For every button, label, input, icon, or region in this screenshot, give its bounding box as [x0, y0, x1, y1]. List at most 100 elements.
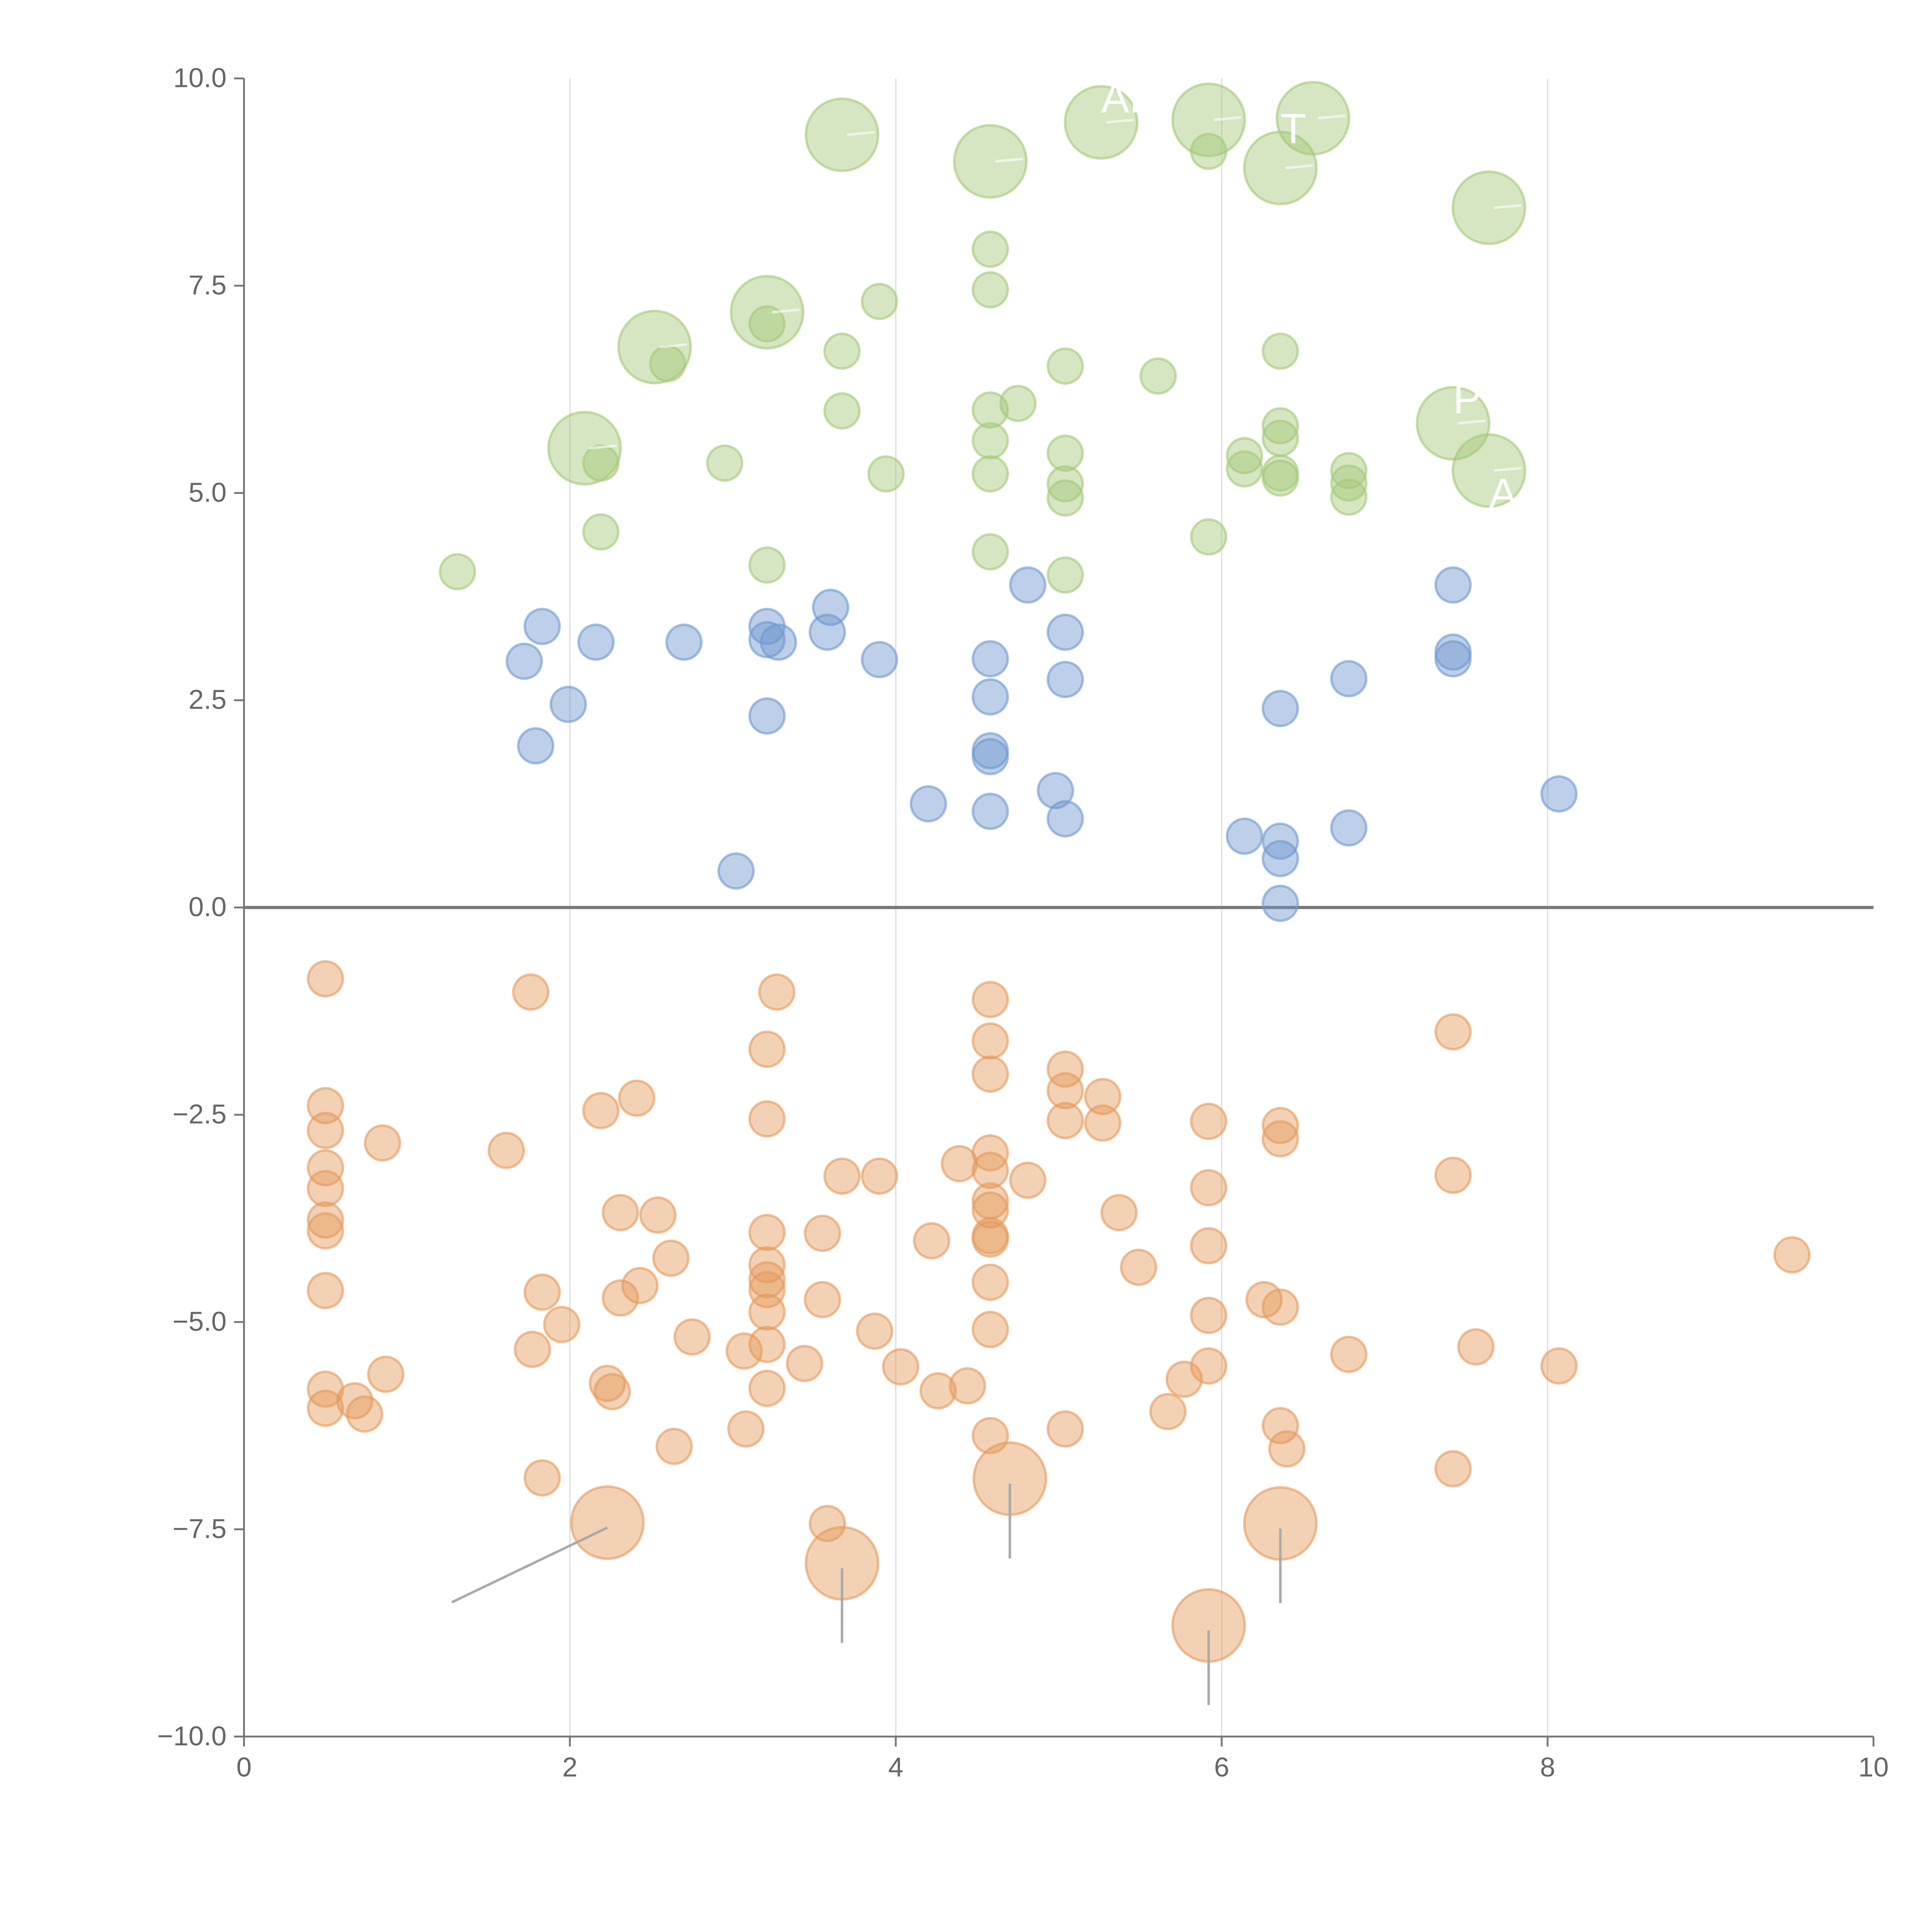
leader-line [1213, 116, 1242, 121]
point-orange [602, 1279, 639, 1317]
x-tick-label: 8 [1540, 1752, 1555, 1782]
point-orange [306, 1272, 344, 1310]
leader-line [1285, 164, 1313, 169]
point-green [867, 455, 905, 493]
point-green [1415, 386, 1491, 461]
point-blue [1262, 690, 1299, 727]
point-blue [910, 785, 947, 823]
point-orange [971, 1220, 1009, 1258]
point-blue [665, 623, 703, 661]
point-orange [306, 960, 344, 998]
point-blue [1330, 809, 1367, 847]
point-orange [748, 1214, 786, 1251]
point-orange [1434, 1450, 1472, 1488]
point-orange [602, 1194, 639, 1231]
leader-line [772, 308, 800, 314]
point-orange [804, 1281, 841, 1318]
point-green [1262, 332, 1299, 370]
point-blue [971, 738, 1009, 776]
point-orange [748, 1100, 786, 1138]
point-blue [1434, 640, 1472, 678]
point-green [861, 282, 898, 320]
point-orange [1434, 1013, 1472, 1051]
point-orange [639, 1196, 677, 1234]
point-orange [856, 1312, 893, 1350]
point-orange [1330, 1335, 1367, 1373]
point-orange [543, 1306, 581, 1344]
leader-line [1493, 204, 1522, 209]
point-blue [1046, 661, 1084, 698]
point-orange [306, 1212, 344, 1250]
y-tick-label: 7.5 [189, 270, 227, 301]
leader-line [1318, 114, 1345, 120]
point-green [1262, 459, 1299, 497]
point-green [953, 124, 1028, 199]
point-orange [971, 1055, 1009, 1093]
point-orange [488, 1131, 525, 1169]
point-orange [523, 1273, 561, 1311]
gridlines [244, 78, 1874, 1737]
y-tick-label: 10.0 [173, 63, 226, 94]
point-orange [725, 1332, 763, 1370]
point-orange [971, 1151, 1009, 1189]
point-orange [748, 1369, 786, 1407]
point-orange [1262, 1288, 1299, 1326]
point-blue [1046, 613, 1084, 651]
point-blue [517, 727, 554, 765]
point-orange [971, 981, 1009, 1019]
point-orange [1046, 1050, 1084, 1088]
point-green [804, 97, 879, 172]
point-green [748, 546, 786, 584]
point-orange [1434, 1156, 1472, 1194]
point-orange [1046, 1410, 1084, 1448]
axes: 0 2 4 6 8 10 −10.0 −7.5 −5.0 −2.5 0.0 2.5 5.0 7.5 10.0 [157, 63, 1889, 1783]
point-blue [1330, 660, 1367, 697]
point-orange [971, 1264, 1009, 1301]
point-green [1139, 357, 1177, 395]
leader-line [589, 444, 617, 450]
point-blue [1540, 775, 1578, 813]
annotation-label: AP [1101, 75, 1158, 122]
point-orange [919, 1372, 957, 1410]
point-orange [808, 1505, 846, 1543]
point-orange [1540, 1347, 1578, 1385]
x-tick-label: 6 [1214, 1752, 1229, 1782]
point-orange [861, 1157, 898, 1195]
leader-line [995, 157, 1023, 163]
point-orange [913, 1222, 951, 1260]
point-blue [1262, 840, 1299, 878]
point-orange [1190, 1102, 1228, 1140]
point-orange [1165, 1361, 1203, 1398]
point-green [1451, 170, 1526, 245]
point-green [748, 305, 786, 343]
point-blue [1046, 800, 1084, 838]
leader-line [1106, 119, 1134, 124]
x-tick-label: 2 [562, 1752, 577, 1782]
point-green [1226, 437, 1264, 474]
point-green [1046, 347, 1084, 385]
data-points [306, 81, 1811, 1663]
point-orange [1046, 1102, 1084, 1139]
point-orange [748, 1293, 786, 1331]
point-orange [1457, 1328, 1495, 1366]
point-orange [1046, 1072, 1084, 1110]
point-blue [760, 623, 797, 661]
point-orange [1190, 1296, 1228, 1334]
point-orange [1120, 1248, 1157, 1286]
point-orange [748, 1325, 786, 1363]
point-orange [804, 1214, 841, 1252]
point-orange [594, 1373, 631, 1410]
point-orange [306, 1389, 344, 1427]
y-tick-label: −10.0 [157, 1721, 226, 1752]
point-orange [1084, 1104, 1122, 1142]
leader-line [847, 131, 875, 136]
point-green [706, 444, 743, 482]
point-green [1046, 434, 1084, 472]
point-orange [971, 1311, 1009, 1349]
point-orange [1262, 1407, 1299, 1444]
point-green [971, 391, 1009, 429]
point-orange [1100, 1194, 1138, 1231]
x-tick-label: 0 [236, 1752, 252, 1782]
point-blue [808, 613, 846, 651]
point-blue [1434, 566, 1472, 604]
